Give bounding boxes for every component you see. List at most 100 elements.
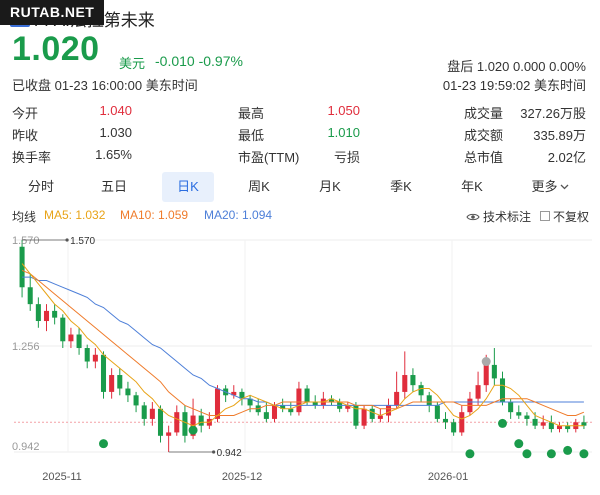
tab-yearly-k[interactable]: 年K (461, 179, 483, 194)
candle-body (426, 395, 432, 406)
stat-turnover-label: 换手率 (12, 150, 52, 165)
candle-body (288, 408, 294, 413)
adjust-checkbox (540, 211, 550, 221)
candle-body (157, 408, 164, 436)
adjust-label: 不复权 (553, 210, 590, 224)
candle-body (410, 375, 416, 386)
candle-body (84, 348, 90, 362)
signal-dot (546, 449, 556, 459)
eye-icon (466, 213, 480, 221)
adjust-toggle[interactable]: 不复权 (540, 208, 589, 225)
tab-more-label: 更多 (531, 179, 558, 194)
candle-body (100, 354, 107, 392)
candle-body (68, 334, 74, 342)
candle-body (117, 375, 123, 389)
ma20-value: MA20: 1.094 (204, 208, 273, 222)
ma10-line (21, 269, 585, 416)
tab-intraday[interactable]: 分时 (27, 179, 54, 194)
candle-body (312, 402, 318, 406)
candle-body (182, 412, 188, 436)
ma5-value: MA5: 1.032 (44, 208, 106, 222)
stat-high-value: 1.050 (327, 103, 360, 118)
stat-open-value: 1.040 (99, 103, 132, 118)
stat-volume-value: 327.26万股 (520, 106, 586, 121)
candle-body (556, 425, 563, 430)
stat-low-value: 1.010 (327, 125, 360, 140)
candle-body (92, 354, 98, 362)
tab-monthly-k[interactable]: 月K (319, 179, 341, 194)
tech-annotation-toggle[interactable]: 技术标注 (466, 208, 531, 225)
stat-turnover-value: 1.65% (95, 147, 132, 162)
tab-weekly-k[interactable]: 周K (248, 179, 270, 194)
candle-body (418, 385, 424, 396)
candle-body (133, 395, 139, 406)
watermark: RUTAB.NET (0, 0, 105, 25)
stat-prev-close-label: 昨收 (12, 128, 39, 143)
candle-body (540, 422, 546, 426)
price-change: -0.010 -0.97% (155, 53, 243, 69)
candle-body (239, 391, 245, 399)
signal-dot (481, 357, 491, 367)
stat-mktcap-value: 2.02亿 (547, 150, 586, 165)
candle-body (353, 405, 359, 426)
candle-body (328, 398, 335, 403)
signal-dot (188, 425, 198, 435)
x-axis-label: 2026-01 (428, 471, 468, 483)
candle-body (52, 310, 58, 318)
candle-body (345, 405, 351, 409)
candle-body (198, 415, 204, 426)
candle-body (394, 391, 400, 406)
stat-mktcap-label: 总市值 (464, 150, 504, 165)
signal-dot (465, 449, 475, 459)
candle-body (524, 415, 530, 419)
candle-body (385, 405, 392, 416)
ma5-line (21, 263, 584, 427)
candle-body (247, 398, 253, 406)
last-price: 1.020 (12, 30, 100, 68)
candle-body (475, 385, 481, 399)
kline-chart[interactable]: 1.570 1.256 0.942 2025-11 2025-12 2026-01 1.57… (0, 228, 600, 495)
tab-five-day[interactable]: 五日 (100, 179, 127, 194)
candle-body (491, 364, 497, 379)
candle-body (499, 378, 506, 403)
signal-dot (579, 449, 589, 459)
change-value: -0.010 (155, 53, 195, 69)
candle-body (76, 334, 82, 349)
candle-body (280, 405, 286, 409)
ma20-line (22, 276, 584, 406)
candle-body (442, 418, 449, 423)
candle-body (565, 425, 571, 430)
stat-low-label: 最低 (238, 128, 265, 143)
y-axis-label: 1.570 (12, 235, 40, 247)
signal-dot (563, 445, 573, 455)
ma10-value: MA10: 1.059 (120, 208, 189, 222)
candle-body (532, 418, 538, 426)
stat-open-label: 今开 (12, 106, 39, 121)
candle-body (141, 405, 147, 419)
candle-body (508, 402, 514, 413)
candle-body (483, 364, 489, 386)
candle-body (149, 408, 155, 419)
tab-daily-k[interactable]: 日K (162, 172, 214, 202)
chevron-down-icon (560, 184, 568, 190)
after-hours-quote: 盘后 1.020 0.000 0.00% (447, 59, 586, 74)
tech-annotation-label: 技术标注 (483, 210, 532, 224)
stat-volume-label: 成交量 (464, 106, 504, 121)
change-percent: -0.97% (198, 53, 243, 69)
candle-body (43, 310, 50, 322)
tab-more[interactable]: 更多 (522, 172, 578, 202)
after-hours-time: 01-23 19:59:02 美东时间 (442, 78, 586, 93)
signal-dot (514, 439, 524, 449)
tab-quarterly-k[interactable]: 季K (390, 179, 412, 194)
stat-amount-label: 成交额 (464, 128, 504, 143)
candle-body (231, 391, 237, 396)
candle-body (581, 422, 587, 426)
candle-body (174, 412, 180, 433)
candle-body (27, 287, 33, 305)
price-unit: 美元 (119, 56, 146, 71)
signal-dot (522, 449, 532, 459)
candle-body (369, 408, 375, 419)
candle-body (271, 405, 278, 419)
y-axis-label: 0.942 (12, 441, 40, 453)
market-status: 已收盘 01-23 16:00:00 美东时间 (12, 78, 198, 93)
